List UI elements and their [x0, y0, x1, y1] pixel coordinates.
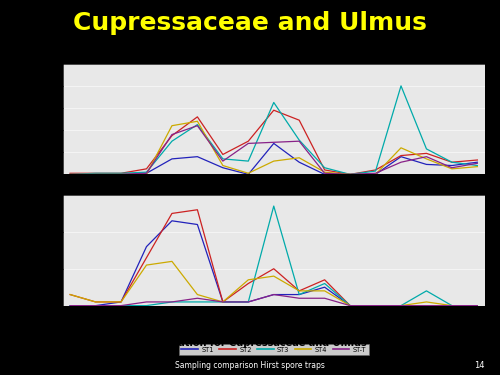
- Y-axis label: grains/m3: grains/m3: [39, 103, 44, 135]
- Text: Cupressaceae and Ulmus: Cupressaceae and Ulmus: [73, 12, 427, 36]
- Text: Sampling comparison Hirst spore traps: Sampling comparison Hirst spore traps: [175, 361, 325, 370]
- Text: 14: 14: [474, 361, 485, 370]
- Title: Ulmus Pollen: Ulmus Pollen: [249, 185, 298, 194]
- Title: Cupressaceae Pollen: Cupressaceae Pollen: [234, 54, 313, 63]
- Legend: ST1, ST2, ST3, ST4, ST-T: ST1, ST2, ST3, ST4, ST-T: [179, 210, 368, 221]
- Y-axis label: grains/m3: grains/m3: [39, 234, 44, 266]
- Legend: ST1, ST2, ST3, ST4, ST-T: ST1, ST2, ST3, ST4, ST-T: [179, 344, 368, 355]
- Text: Daily pollen concentration for Cupressaceae and Ulmus pollen types: Daily pollen concentration for Cupressac…: [62, 338, 438, 348]
